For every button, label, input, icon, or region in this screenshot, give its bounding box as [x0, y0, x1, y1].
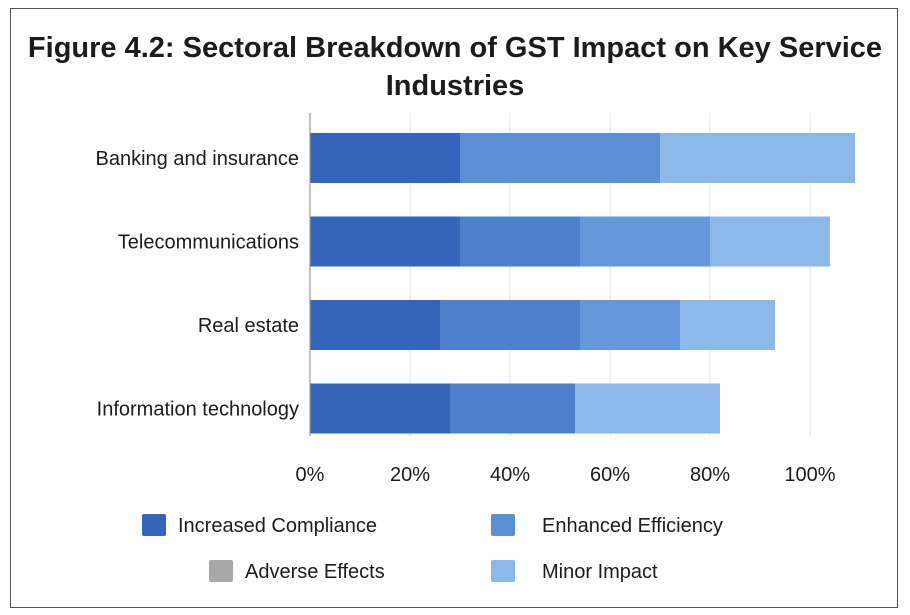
- bar-segment: [310, 133, 460, 183]
- legend-swatch: [491, 514, 515, 536]
- bar-segment: [310, 383, 450, 434]
- chart-frame: Figure 4.2: Sectoral Breakdown of GST Im…: [10, 8, 898, 608]
- bar-segment: [575, 383, 720, 434]
- bar-segment: [440, 300, 580, 350]
- x-tick-label: 80%: [690, 464, 730, 486]
- bar-segment: [310, 300, 440, 350]
- category-label: Telecommunications: [118, 232, 299, 254]
- bar-segment: [680, 300, 775, 350]
- bar-segment: [460, 133, 660, 183]
- bar-segment: [710, 216, 830, 267]
- legend-swatch: [142, 514, 166, 536]
- legend-label: Increased Compliance: [178, 515, 377, 537]
- category-label: Information technology: [97, 399, 299, 421]
- x-tick-label: 20%: [390, 464, 430, 486]
- bar-segment: [460, 216, 580, 267]
- bar-segment: [310, 216, 460, 267]
- x-tick-label: 0%: [296, 464, 325, 486]
- x-tick-label: 100%: [784, 464, 835, 486]
- legend-label: Enhanced Efficiency: [542, 515, 723, 537]
- legend-label: Adverse Effects: [245, 561, 385, 583]
- legend-swatch: [491, 560, 515, 582]
- category-label: Real estate: [198, 315, 299, 337]
- stacked-bar-chart: Banking and insurance Telecommunications R…: [96, 113, 855, 583]
- legend-label: Minor Impact: [542, 561, 658, 583]
- bar-segment: [580, 300, 680, 350]
- bar-segment: [660, 133, 855, 183]
- x-tick-label: 60%: [590, 464, 630, 486]
- chart-title: Figure 4.2: Sectoral Breakdown of GST Im…: [27, 32, 883, 102]
- legend-swatch: [209, 560, 233, 582]
- bar-segment: [580, 216, 710, 267]
- category-label: Banking and insurance: [96, 148, 299, 170]
- bar-segment: [450, 383, 575, 434]
- x-tick-label: 40%: [490, 464, 530, 486]
